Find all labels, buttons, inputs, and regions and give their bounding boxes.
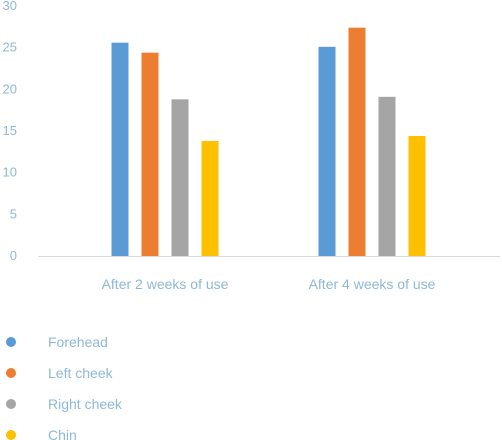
bar-chin <box>201 141 219 256</box>
x-axis-category-labels: After 2 weeks of use After 4 weeks of use <box>102 276 436 292</box>
y-tick-label: 5 <box>10 206 17 221</box>
y-tick-label: 15 <box>3 123 17 138</box>
legend-label: Left cheek <box>48 365 114 381</box>
legend-marker <box>6 337 16 347</box>
y-tick-label: 25 <box>3 40 17 55</box>
bar-left-cheek <box>141 52 159 256</box>
y-tick-label: 20 <box>3 81 17 96</box>
legend: Forehead Left cheek Right cheek Chin <box>6 334 123 440</box>
x-category-label: After 2 weeks of use <box>102 276 229 292</box>
y-tick-label: 30 <box>3 0 17 13</box>
bar-forehead <box>318 46 336 257</box>
x-category-label: After 4 weeks of use <box>309 276 436 292</box>
bar-chin <box>408 136 426 256</box>
bar-right-cheek <box>171 99 189 256</box>
legend-marker <box>6 368 16 378</box>
legend-label: Forehead <box>48 334 108 350</box>
y-tick-label: 0 <box>10 248 17 263</box>
bar-series <box>111 27 426 257</box>
y-axis-ticks: 0 5 10 15 20 25 30 <box>3 0 17 263</box>
legend-marker <box>6 399 16 409</box>
y-tick-label: 10 <box>3 165 17 180</box>
bar-left-cheek <box>348 27 366 256</box>
bar-forehead <box>111 42 129 256</box>
bar-right-cheek <box>378 96 396 256</box>
legend-label: Chin <box>48 427 77 440</box>
legend-label: Right cheek <box>48 396 123 412</box>
legend-marker <box>6 430 16 440</box>
